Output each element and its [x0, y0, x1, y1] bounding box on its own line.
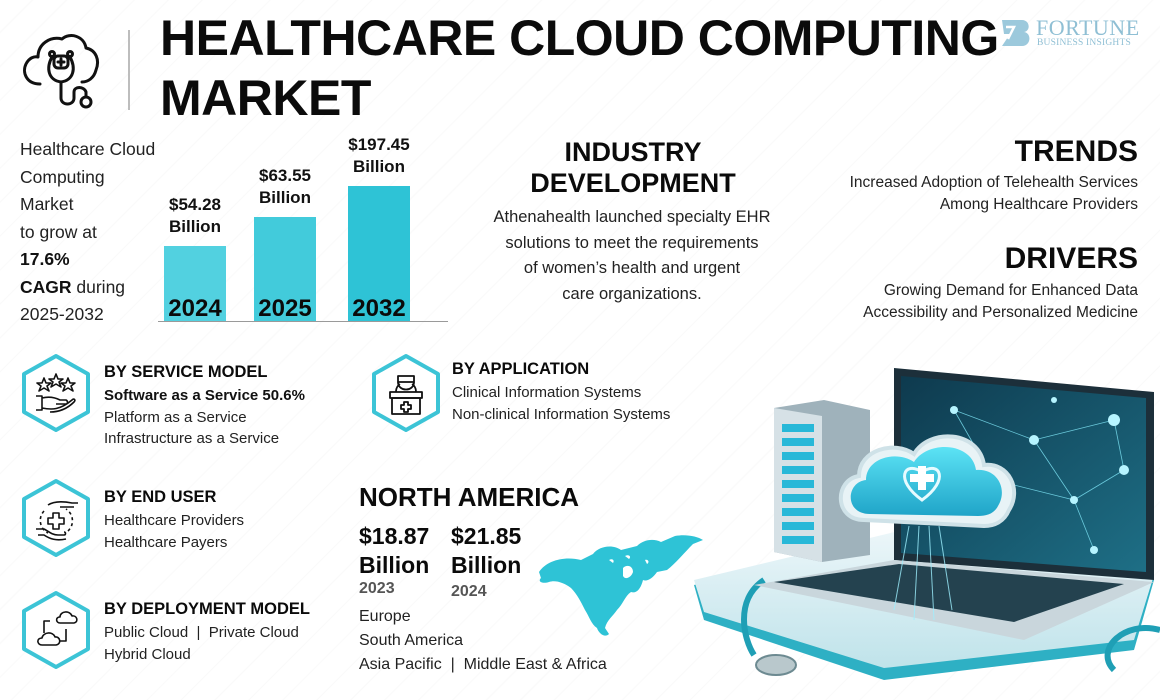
- logo-sub: BUSINESS INSIGHTS: [1037, 38, 1131, 48]
- bar-value-label: $54.28 Billion: [169, 195, 221, 236]
- bar-2024: 2024: [164, 246, 226, 322]
- hands-medical-cross-icon: [20, 477, 92, 559]
- trends-text: Increased Adoption of Telehealth Service…: [849, 174, 1138, 213]
- bar-value-label: $197.45 Billion: [348, 135, 410, 176]
- bar-year-label: 2024: [168, 295, 222, 322]
- segment-title: BY APPLICATION: [452, 360, 590, 378]
- bar-2025: 2025: [254, 217, 316, 322]
- deployment-model-segment: BY DEPLOYMENT MODEL Public Cloud | Priva…: [104, 600, 310, 665]
- industry-development-text: Athenahealth launched specialty EHR solu…: [493, 208, 771, 303]
- segment-item: Healthcare Payers: [104, 533, 228, 551]
- end-user-segment: BY END USER Healthcare Providers Healthc…: [104, 488, 244, 553]
- drivers-title: DRIVERS: [1004, 242, 1138, 275]
- fortune-business-insights-logo: FORTUNE BUSINESS INSIGHTS: [1000, 15, 1145, 51]
- na-value-2024: $21.85 Billion 2024: [451, 523, 522, 600]
- segment-title: BY DEPLOYMENT MODEL: [104, 600, 310, 618]
- growth-line: Computing: [20, 166, 105, 187]
- segment-item: Healthcare Providers: [104, 512, 245, 529]
- segment-title: BY SERVICE MODEL: [104, 363, 268, 381]
- industry-development-title: INDUSTRY DEVELOPMENT: [530, 137, 736, 198]
- segment-title: BY END USER: [104, 488, 217, 506]
- bar-year-label: 2032: [352, 295, 406, 322]
- drivers-text: Growing Demand for Enhanced Data Accessi…: [863, 282, 1138, 321]
- growth-line: Healthcare Cloud: [20, 139, 156, 159]
- cagr-label: CAGR: [20, 276, 72, 297]
- title-line-1: HEALTHCARE CLOUD COMPUTING: [160, 10, 999, 66]
- nurse-desk-icon: [370, 352, 442, 434]
- stars-hand-icon: [20, 352, 92, 434]
- cagr-value: 17.6%: [20, 249, 70, 269]
- region-south-america: South America: [359, 632, 464, 649]
- header-divider: [128, 30, 130, 110]
- segment-item: Infrastructure as a Service: [104, 430, 280, 447]
- cloud-stethoscope-icon: [18, 22, 102, 112]
- segment-item: Platform as a Service: [104, 408, 247, 426]
- growth-line: to grow at: [20, 221, 97, 242]
- service-model-segment: BY SERVICE MODEL Software as a Service 5…: [104, 363, 305, 450]
- north-america-title: NORTH AMERICA: [359, 482, 580, 512]
- cagr-suffix: during: [71, 276, 126, 297]
- clouds-sync-icon: [20, 589, 92, 671]
- market-size-bar-chart: $54.28 Billion 2024 $63.55 Billion 2025 $1…: [150, 130, 450, 325]
- segment-item: Hybrid Cloud: [104, 645, 191, 663]
- logo-name: FORTUNE: [1036, 15, 1140, 40]
- region-asia-mea: Asia Pacific | Middle East & Africa: [359, 656, 607, 673]
- north-america-map-icon: [525, 530, 710, 640]
- bar-year-label: 2025: [258, 295, 312, 322]
- growth-summary: Healthcare Cloud Computing Market to gro…: [20, 136, 170, 329]
- trends-title: TRENDS: [1014, 135, 1138, 168]
- chart-baseline: [158, 321, 448, 322]
- growth-line: Market: [20, 194, 74, 214]
- fb-logo-icon: [1002, 20, 1030, 46]
- bar-value-label: $63.55 Billion: [259, 166, 311, 207]
- segment-item: Non-clinical Information Systems: [452, 405, 671, 423]
- region-europe: Europe: [359, 608, 411, 625]
- title-line-2: MARKET: [160, 70, 371, 126]
- forecast-period: 2025-2032: [20, 304, 104, 324]
- application-segment: BY APPLICATION Clinical Information Syst…: [452, 360, 670, 425]
- bar-2032: 2032: [348, 186, 410, 322]
- segment-item: Public Cloud | Private Cloud: [104, 624, 299, 641]
- segment-item: Clinical Information Systems: [452, 384, 642, 401]
- na-value-2023: $18.87 Billion 2023: [359, 523, 430, 597]
- page-title: HEALTHCARE CLOUD COMPUTING MARKET: [160, 10, 1000, 126]
- segment-item: Software as a Service 50.6%: [104, 387, 305, 404]
- cloud-laptop-illustration: [694, 350, 1160, 700]
